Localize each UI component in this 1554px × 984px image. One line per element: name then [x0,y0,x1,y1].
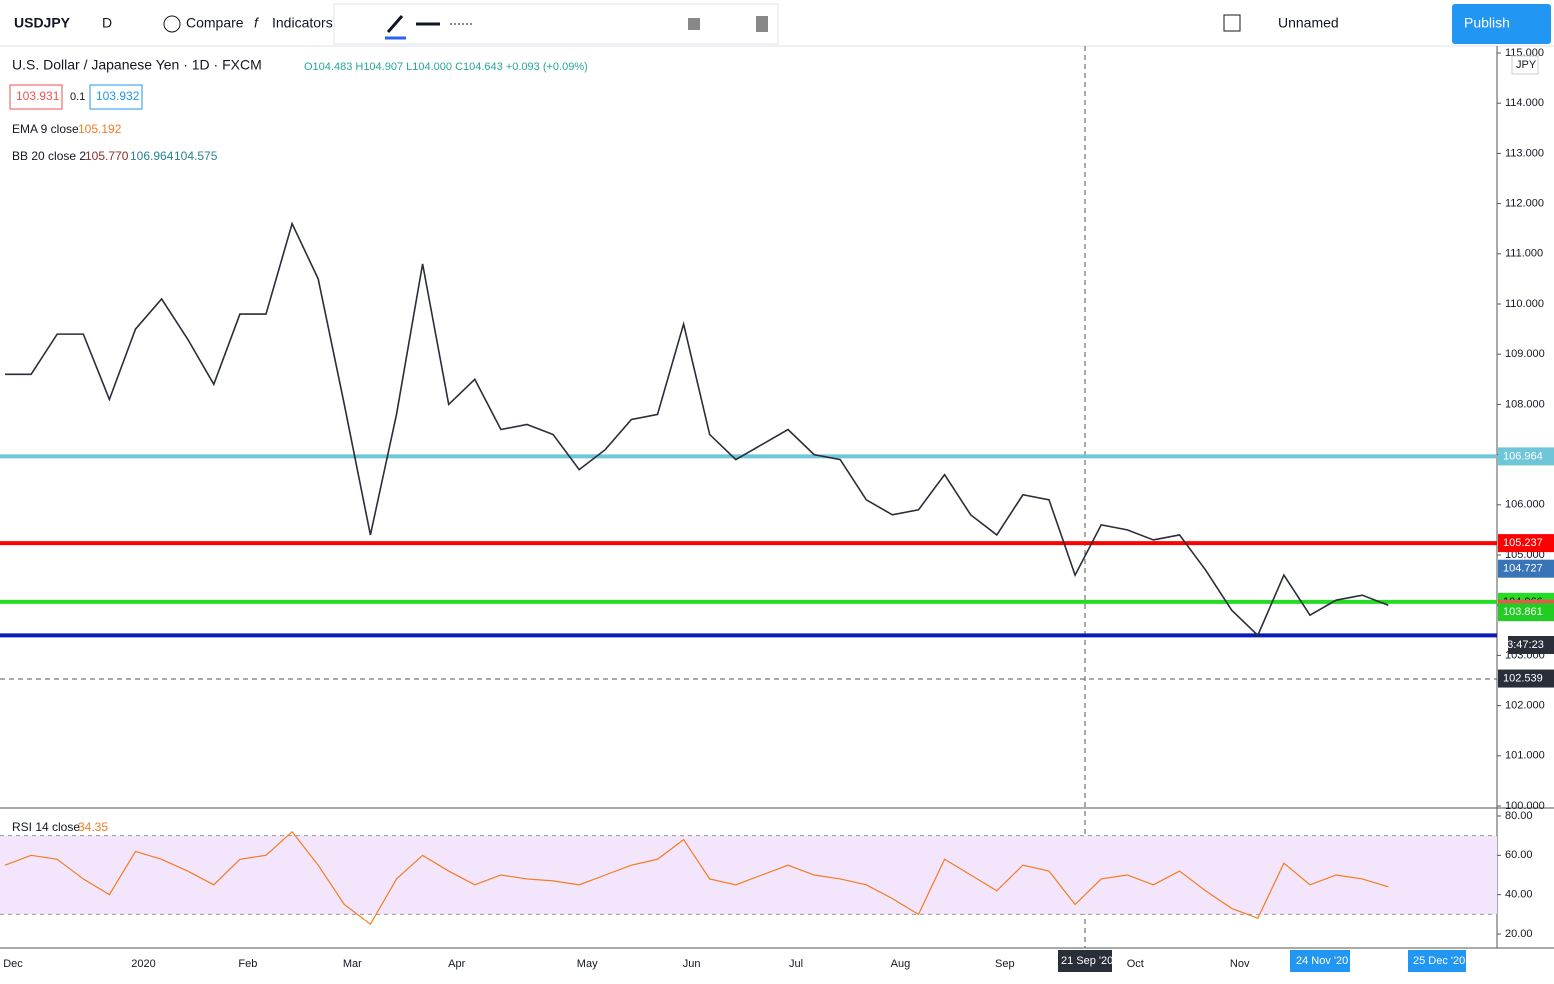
x-tick-label: Apr [448,958,465,970]
price-label-box [1498,559,1554,578]
drawing-toolbar [333,3,779,45]
y-tick-label: 40.00 [1505,889,1533,901]
bb-lower: 104.575 [174,149,218,163]
y-tick-label: 20.00 [1505,928,1533,940]
range-end: 25 Dec '20 [1413,955,1465,967]
x-tick-label: Oct [1127,958,1144,970]
legend-ohlc: O104.483 H104.907 L104.000 C104.643 +0.0… [304,61,588,73]
price-label: 102.539 [1503,672,1543,684]
ask[interactable]: 103.932 [96,89,140,103]
countdown: 13:47:23 [1501,639,1544,651]
y-tick-label: 80.00 [1505,810,1533,822]
rsi-band [0,835,1497,915]
countdown-box [1508,636,1554,654]
x-tick-label: Feb [238,958,257,970]
price-label: 106.964 [1503,450,1543,462]
bb-basis: 105.770 [85,149,129,163]
legend-title: U.S. Dollar / Japanese Yen · 1D · FXCM [12,57,262,73]
price-label: 103.861 [1503,606,1543,618]
price-label-box [1498,669,1554,688]
crosshair-date: 21 Sep '20 [1061,955,1113,967]
rsi-legend: RSI 14 close [12,820,80,834]
y-tick-label: 100.000 [1505,800,1545,812]
delete-tool[interactable] [756,16,768,32]
y-tick-label: 112.000 [1505,198,1544,210]
rsi-value: 34.35 [78,820,108,834]
range-start-box [1290,950,1350,972]
range-end-box [1408,950,1466,972]
plot: 100.000101.000102.000103.000104.000105.0… [0,47,1554,970]
y-tick-label: 60.00 [1505,849,1533,861]
interval[interactable]: D [102,15,112,31]
x-tick-label: Mar [343,958,362,970]
bb-upper: 106.964 [130,149,174,163]
price-label-box [1498,447,1554,466]
x-tick-label: Sep [995,958,1015,970]
bb-legend: BB 20 close 2 [12,149,86,163]
compare-icon[interactable] [163,15,181,33]
ask-box[interactable] [89,84,143,110]
price-line [5,221,1389,637]
layout-name[interactable]: Unnamed [1278,15,1339,31]
x-tick-label: Jun [683,958,701,970]
y-tick-label: 109.000 [1505,348,1545,360]
y-tick-label: 106.000 [1505,499,1545,511]
y-tick-label: 113.000 [1505,147,1544,159]
compare-button[interactable]: Compare [186,15,244,31]
ema-value: 105.192 [78,122,122,136]
checkbox[interactable] [1223,14,1241,32]
publish-label[interactable]: Publish [1464,15,1510,31]
indicators-icon[interactable]: f [254,15,260,31]
range-start: 24 Nov '20 [1296,955,1348,967]
y-tick-label: 111.000 [1505,248,1543,260]
price-label-box [1498,603,1554,622]
indicators-button[interactable]: Indicators [272,15,333,31]
spread: 0.1 [70,91,85,103]
x-tick-label: Aug [891,958,911,970]
y-tick-label: 108.000 [1505,398,1545,410]
ema-legend: EMA 9 close [12,122,79,136]
currency-box[interactable] [1511,55,1539,75]
x-tick-label: 2020 [131,958,155,970]
x-tick-label: Dec [3,958,23,970]
price-label: 104.727 [1503,563,1543,575]
symbol[interactable]: USDJPY [14,15,71,31]
bid-box[interactable] [9,84,63,110]
crosshair-date-box [1058,950,1112,972]
price-label-box [1498,534,1554,553]
rsi-line [4,830,1389,926]
publish-button[interactable] [1452,4,1551,44]
y-tick-label: 101.000 [1505,750,1545,762]
y-tick-label: 114.000 [1505,97,1544,109]
x-tick-label: Jul [789,958,803,970]
y-tick-label: 102.000 [1505,700,1545,712]
brush-tool[interactable] [386,15,404,33]
x-tick-label: Nov [1230,958,1250,970]
bid[interactable]: 103.931 [16,89,60,103]
lock-tool[interactable] [688,18,700,30]
x-tick-label: May [577,958,598,970]
currency[interactable]: JPY [1516,59,1537,71]
y-tick-label: 110.000 [1505,298,1544,310]
price-label: 105.237 [1503,537,1543,549]
